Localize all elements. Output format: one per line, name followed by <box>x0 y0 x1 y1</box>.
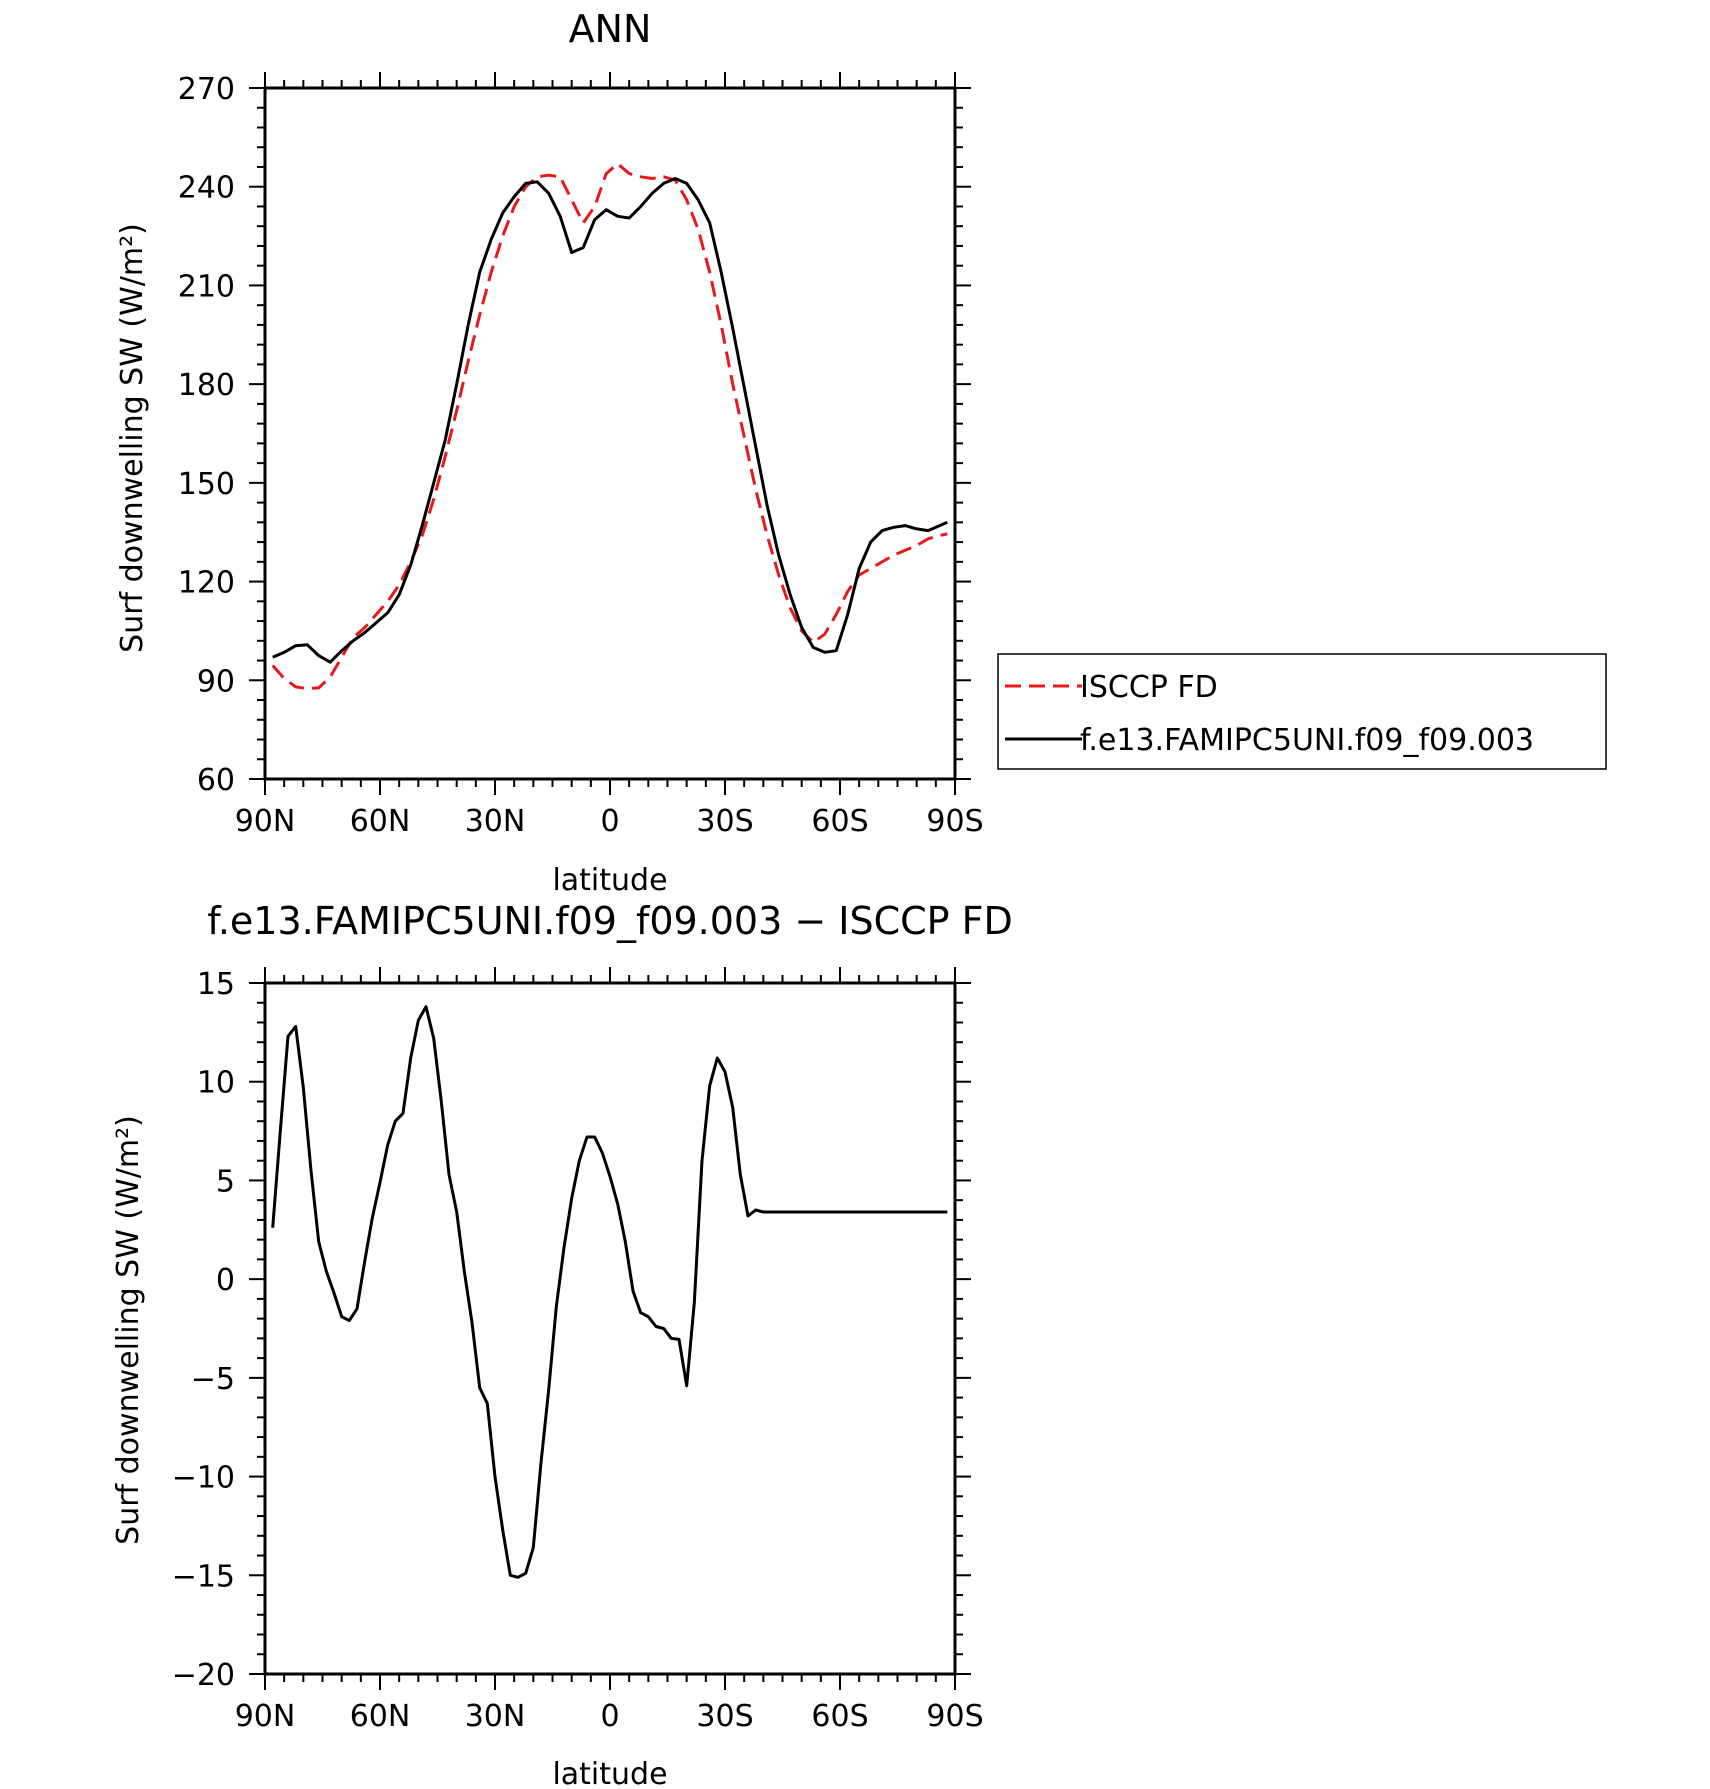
bottom-panel-series <box>271 1005 948 1579</box>
bottom-panel-y-axis-label: Surf downwelling SW (W/m²) <box>111 1115 146 1545</box>
bottom-panel-x-tick-labels: 90N 60N 30N 0 30S 60S 90S <box>235 1699 984 1734</box>
p1-y-tick-label: 0 <box>216 1263 235 1298</box>
p1-y-tick-label: 10 <box>197 1066 235 1101</box>
p0-x-tick-label: 30S <box>696 804 753 839</box>
p1-x-tick-label: 90S <box>926 1699 983 1734</box>
top-panel-title: ANN <box>569 7 652 51</box>
p0-x-tick-label: 60N <box>350 804 411 839</box>
p0-series-line-1 <box>272 177 948 664</box>
top-panel: ANN Surf downwelling SW (W/m²) latitude … <box>115 7 1607 898</box>
p0-y-tick-label: 120 <box>178 566 235 601</box>
p1-x-tick-label: 60S <box>811 1699 868 1734</box>
p1-x-tick-label: 90N <box>235 1699 296 1734</box>
p1-y-tick-label: −10 <box>172 1461 235 1496</box>
p0-series-line-0 <box>271 162 948 690</box>
bottom-panel-frame <box>263 981 957 1676</box>
bottom-panel-y-tick-labels: −20 −15 −10 −5 0 5 10 15 <box>172 967 235 1693</box>
p0-x-tick-label: 90N <box>235 804 296 839</box>
p0-y-tick-label: 90 <box>197 664 235 699</box>
legend-label-isccp: ISCCP FD <box>1080 670 1218 705</box>
legend-label-model: f.e13.FAMIPC5UNI.f09_f09.003 <box>1080 723 1534 758</box>
p0-y-tick-label: 240 <box>178 171 235 206</box>
p1-y-tick-label: −15 <box>172 1559 235 1594</box>
p1-series-line-0 <box>271 1005 948 1579</box>
p1-x-tick-label: 30N <box>465 1699 526 1734</box>
top-panel-ticks <box>249 72 971 795</box>
legend: ISCCP FD f.e13.FAMIPC5UNI.f09_f09.003 <box>997 653 1607 770</box>
p1-x-tick-label: 60N <box>350 1699 411 1734</box>
bottom-panel-title: f.e13.FAMIPC5UNI.f09_f09.003 − ISCCP FD <box>207 899 1013 943</box>
p1-y-tick-label: 5 <box>216 1164 235 1199</box>
top-panel-frame <box>263 86 957 781</box>
p1-y-tick-label: −20 <box>172 1658 235 1693</box>
p0-y-tick-label: 210 <box>178 269 235 304</box>
bottom-panel-ticks <box>249 967 971 1690</box>
p1-y-tick-label: 15 <box>197 967 235 1002</box>
p0-x-tick-label: 90S <box>926 804 983 839</box>
p0-y-tick-label: 150 <box>178 467 235 502</box>
top-panel-y-tick-labels: 60 90 120 150 180 210 240 270 <box>178 72 235 798</box>
p1-y-tick-label: −5 <box>191 1362 235 1397</box>
top-panel-x-axis-label: latitude <box>552 863 667 898</box>
p0-y-tick-label: 270 <box>178 72 235 107</box>
p0-x-tick-label: 30N <box>465 804 526 839</box>
top-panel-series <box>271 162 948 690</box>
bottom-panel: f.e13.FAMIPC5UNI.f09_f09.003 − ISCCP FD … <box>111 899 1013 1789</box>
p0-x-tick-label: 60S <box>811 804 868 839</box>
top-panel-y-axis-label: Surf downwelling SW (W/m²) <box>115 223 150 653</box>
top-panel-x-tick-labels: 90N 60N 30N 0 30S 60S 90S <box>235 804 984 839</box>
p1-x-tick-label: 30S <box>696 1699 753 1734</box>
bottom-panel-x-axis-label: latitude <box>552 1757 667 1789</box>
p1-x-tick-label: 0 <box>600 1699 619 1734</box>
p0-x-tick-label: 0 <box>600 804 619 839</box>
legend-box <box>997 653 1607 770</box>
p0-y-tick-label: 60 <box>197 763 235 798</box>
p0-y-tick-label: 180 <box>178 368 235 403</box>
